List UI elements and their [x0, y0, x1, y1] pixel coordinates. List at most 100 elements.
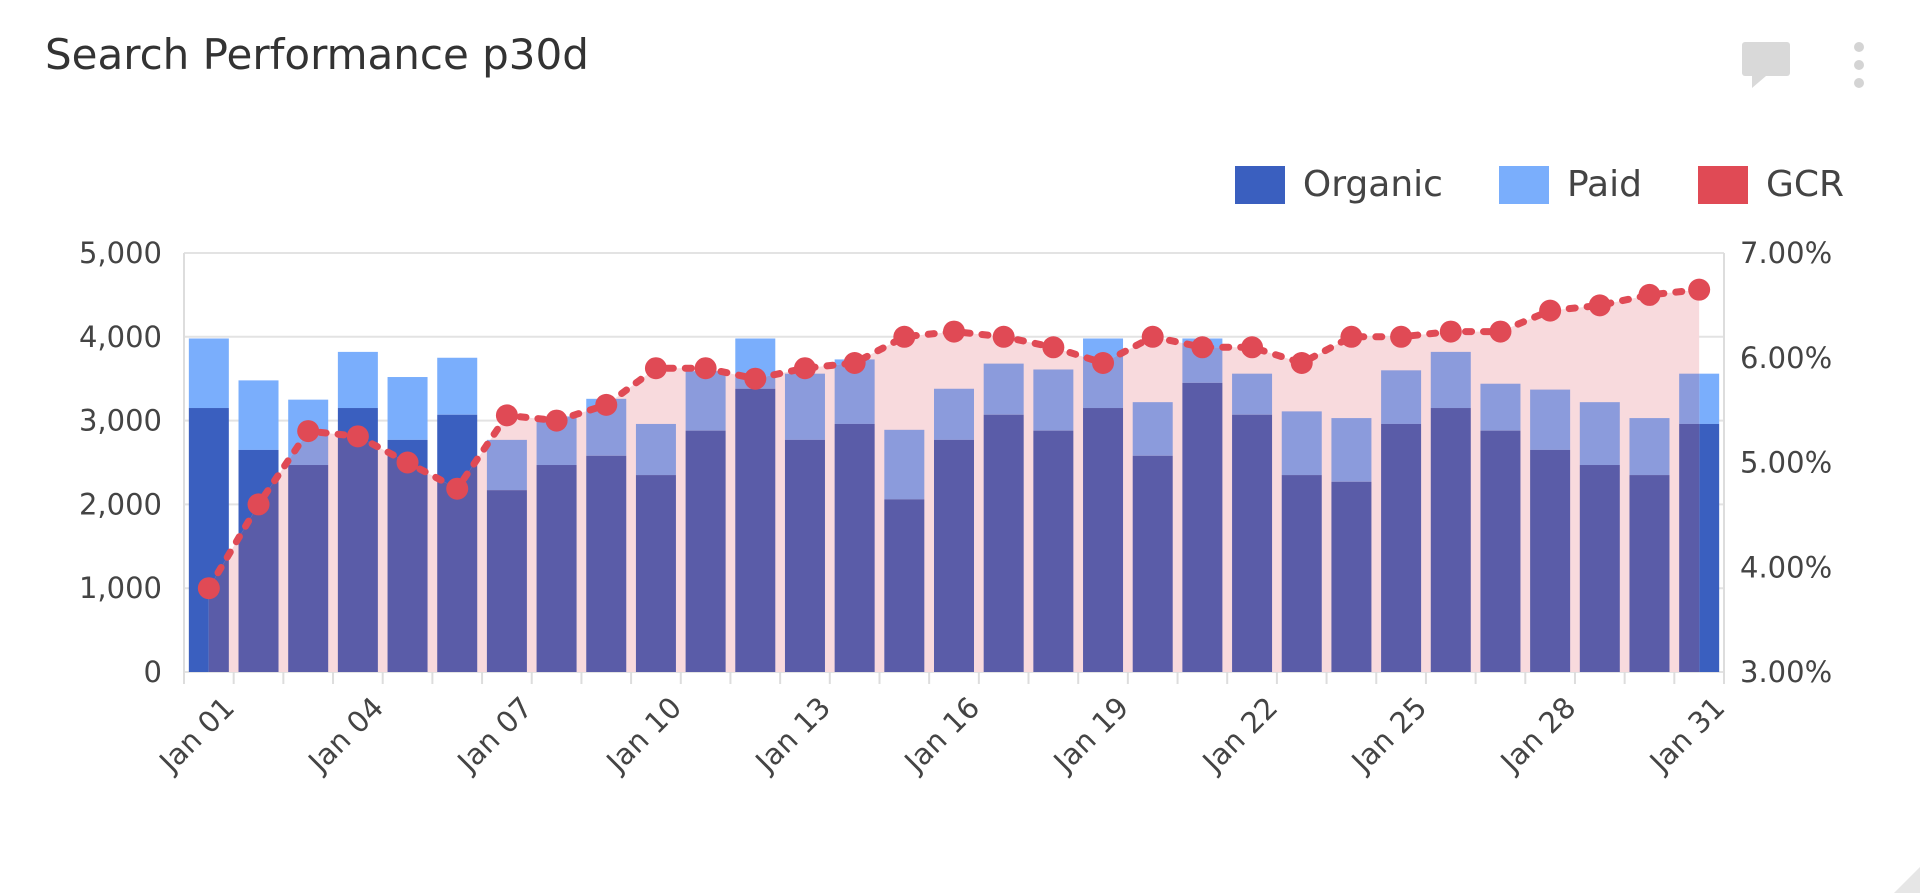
gcr-point: [446, 477, 469, 500]
bar-organic-under-area: [1579, 465, 1620, 672]
legend-item-paid[interactable]: Paid: [1498, 164, 1642, 205]
bar-organic-under-area: [486, 490, 527, 672]
bar-organic-under-area: [586, 455, 627, 672]
gcr-point: [1688, 278, 1711, 301]
bar-organic-under-area: [1232, 414, 1273, 672]
gcr-point: [197, 577, 220, 600]
y-right-tick-label: 5.00%: [1740, 446, 1832, 480]
gcr-point: [545, 409, 568, 432]
bar-organic-under-area: [1281, 475, 1322, 672]
bar-paid: [387, 377, 428, 440]
gcr-point: [297, 420, 320, 443]
gcr-point: [1439, 320, 1462, 343]
y-left-tick-label: 0: [144, 655, 162, 689]
gcr-point: [247, 493, 270, 516]
chart-legend: Organic Paid GCR: [1234, 164, 1844, 205]
bar-paid-under-area: [1679, 373, 1700, 424]
gcr-point: [992, 325, 1015, 348]
kebab-menu-icon[interactable]: [1852, 42, 1866, 96]
bar-organic-under-area: [834, 423, 875, 672]
y-right-tick-label: 7.00%: [1740, 236, 1832, 270]
bar-organic-under-area: [288, 465, 329, 672]
y-left-tick-label: 5,000: [79, 236, 162, 270]
bar-organic-under-area: [884, 499, 925, 672]
legend-swatch-paid: [1498, 165, 1549, 204]
bar-organic-under-area: [1331, 481, 1372, 672]
legend-label: Organic: [1302, 164, 1443, 205]
bar-paid-under-area: [934, 388, 974, 440]
gcr-point: [1390, 325, 1413, 348]
x-tick-label: Jan 07: [449, 690, 539, 780]
bar-paid: [437, 357, 478, 415]
bar-organic-under-area: [1530, 449, 1571, 672]
gcr-point: [943, 320, 965, 343]
bar-organic-under-area: [1132, 455, 1173, 672]
bar-paid-under-area: [685, 371, 726, 431]
bar-organic-under-area: [1430, 408, 1471, 672]
y-left-tick-label: 4,000: [79, 320, 162, 354]
gcr-point: [1092, 351, 1115, 374]
legend-item-gcr[interactable]: GCR: [1697, 164, 1844, 205]
bar-organic-under-area: [387, 439, 428, 672]
gcr-point: [1191, 336, 1214, 359]
x-tick-label: Jan 22: [1195, 690, 1285, 780]
gcr-point: [644, 357, 667, 380]
bar-organic-under-area: [735, 388, 776, 672]
bar-paid-under-area: [635, 423, 676, 476]
bar-organic-under-area: [934, 439, 974, 672]
bar-paid-under-area: [1281, 411, 1322, 476]
bar-organic-under-area: [536, 465, 577, 672]
bar-organic-under-area: [1083, 408, 1124, 672]
bar-paid-under-area: [1530, 389, 1571, 450]
resize-handle[interactable]: [1894, 867, 1920, 893]
legend-swatch-gcr: [1697, 165, 1748, 204]
y-right-tick-label: 4.00%: [1740, 550, 1832, 584]
bar-organic-under-area: [983, 414, 1024, 672]
bar-paid-under-area: [1430, 351, 1471, 409]
comment-icon[interactable]: [1742, 42, 1790, 88]
bar-organic-under-area: [685, 430, 726, 672]
gcr-point: [346, 425, 369, 448]
page-title: Search Performance p30d: [45, 30, 589, 79]
gcr-point: [1638, 283, 1661, 306]
bar-organic-under-area: [1381, 423, 1422, 672]
x-tick-label: Jan 31: [1642, 690, 1732, 780]
bar-paid-under-area: [1480, 383, 1521, 431]
bar-organic-under-area: [635, 475, 676, 672]
x-tick-label: Jan 16: [897, 690, 987, 780]
x-tick-label: Jan 28: [1493, 690, 1583, 780]
bar-organic-under-area: [1182, 382, 1223, 672]
bar-paid-under-area: [1132, 402, 1173, 456]
bar-paid-under-area: [784, 373, 825, 440]
legend-label: Paid: [1566, 164, 1642, 205]
gcr-point: [843, 351, 866, 374]
gcr-point: [744, 367, 767, 390]
bar-organic-under-area: [1480, 430, 1521, 672]
gcr-point: [1588, 294, 1611, 317]
x-tick-label: Jan 10: [598, 690, 688, 780]
bar-paid-under-area: [1579, 402, 1620, 466]
gcr-point: [694, 357, 717, 380]
x-tick-label: Jan 25: [1344, 690, 1434, 780]
bar-paid-under-area: [1331, 418, 1372, 482]
gcr-point: [793, 357, 816, 380]
gcr-point: [893, 325, 916, 348]
gcr-point: [1241, 336, 1264, 359]
legend-item-organic[interactable]: Organic: [1234, 164, 1443, 205]
bar-paid-under-area: [1629, 418, 1670, 476]
bar-paid-under-area: [983, 363, 1024, 415]
bar-paid-under-area: [1033, 369, 1074, 431]
bar-paid: [337, 351, 378, 409]
gcr-point: [1539, 299, 1562, 322]
gcr-point: [1042, 336, 1065, 359]
x-tick-label: Jan 04: [300, 690, 390, 780]
y-left-tick-label: 2,000: [79, 487, 162, 521]
legend-swatch-organic: [1234, 165, 1285, 204]
gcr-point: [396, 451, 419, 474]
gcr-point: [495, 404, 518, 427]
x-tick-label: Jan 01: [151, 690, 241, 780]
x-tick-label: Jan 19: [1046, 690, 1136, 780]
y-left-tick-label: 1,000: [79, 571, 162, 605]
y-left-tick-label: 3,000: [79, 404, 162, 438]
